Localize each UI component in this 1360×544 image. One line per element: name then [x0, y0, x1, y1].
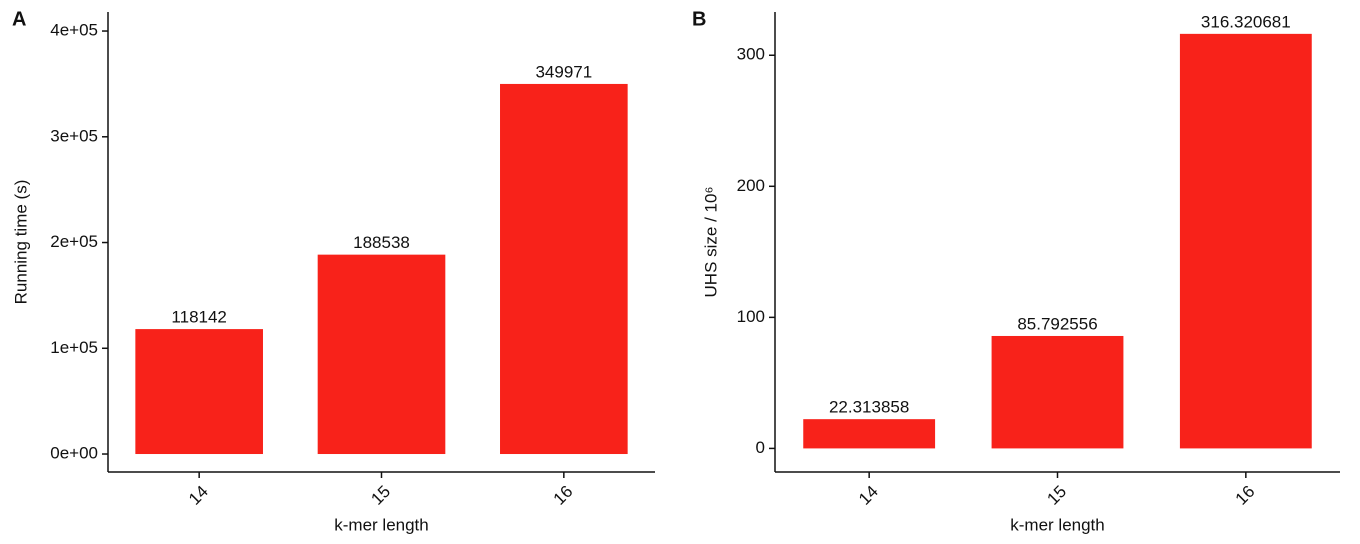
- y-tick-label: 1e+05: [50, 338, 98, 357]
- y-tick-label: 0e+00: [50, 444, 98, 463]
- x-tick-label: 15: [367, 482, 394, 509]
- y-tick-label: 100: [737, 307, 765, 326]
- value-label: 349971: [535, 62, 592, 81]
- y-tick-label: 4e+05: [50, 21, 98, 40]
- value-label: 22.313858: [829, 398, 909, 417]
- y-tick-label: 0: [756, 438, 765, 457]
- y-axis-label: Running time (s): [11, 180, 30, 305]
- bar: [317, 254, 446, 455]
- value-label: 188538: [353, 233, 410, 252]
- panel-label: B: [692, 8, 706, 30]
- x-axis-label: k-mer length: [1010, 515, 1104, 534]
- y-axis-label: UHS size / 10⁶: [701, 187, 720, 298]
- bar: [500, 83, 628, 455]
- x-tick-label: 15: [1043, 482, 1070, 509]
- y-tick-label: 2e+05: [50, 232, 98, 251]
- value-label: 316.320681: [1201, 12, 1291, 31]
- bar: [991, 335, 1124, 449]
- x-axis-label: k-mer length: [334, 515, 428, 534]
- x-tick-label: 14: [185, 482, 212, 509]
- y-tick-label: 200: [737, 176, 765, 195]
- y-tick-label: 300: [737, 45, 765, 64]
- x-tick-label: 16: [1232, 482, 1259, 509]
- x-tick-label: 14: [855, 482, 882, 509]
- x-tick-label: 16: [550, 482, 577, 509]
- bar: [135, 329, 263, 455]
- bar: [1179, 33, 1312, 449]
- bar: [803, 419, 936, 449]
- y-tick-label: 3e+05: [50, 126, 98, 145]
- panel-label: A: [12, 8, 26, 30]
- value-label: 118142: [171, 308, 226, 327]
- value-label: 85.792556: [1017, 314, 1097, 333]
